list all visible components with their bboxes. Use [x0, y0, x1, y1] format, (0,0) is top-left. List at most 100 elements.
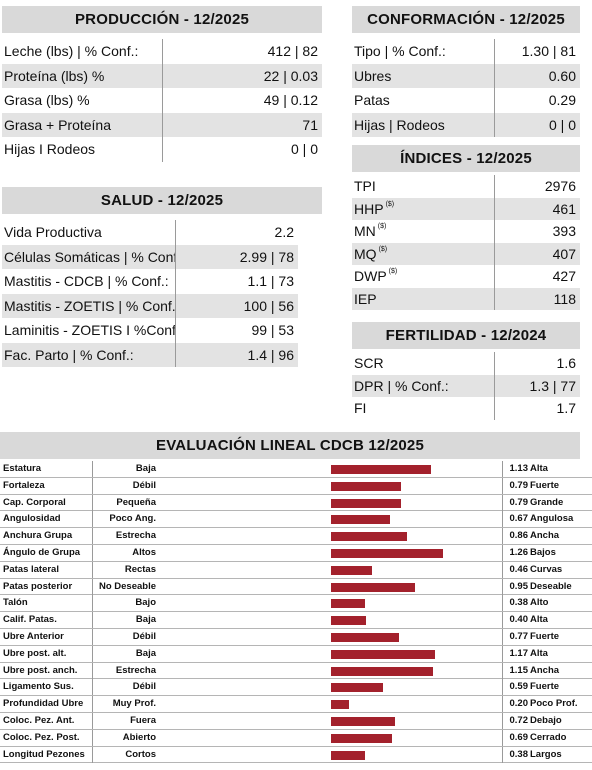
- lineal-value: 0.46: [502, 561, 529, 578]
- fertilidad-row-value: 1.6: [494, 352, 580, 375]
- lineal-trait: Patas lateral: [3, 563, 59, 575]
- lineal-low-label: Baja: [92, 461, 158, 477]
- row-label-text: DWP: [354, 268, 387, 284]
- lineal-high-label: Grande: [530, 496, 564, 508]
- lineal-bar: [331, 465, 431, 474]
- produccion-row-value: 49 | 0.12: [162, 88, 322, 113]
- lineal-bar-area: [160, 478, 502, 494]
- conformacion-row-value: 1.30 | 81: [494, 39, 580, 64]
- conformacion-rows: Tipo | % Conf.: 1.30 | 81 Ubres 0.60 Patas 0.…: [352, 39, 580, 137]
- salud-row-label: Células Somáticas | % Conf.:: [2, 244, 175, 269]
- lineal-trait: Coloc. Pez. Ant.: [3, 714, 75, 726]
- lineal-value: 0.69: [502, 729, 529, 746]
- lineal-bar-area: [160, 528, 502, 544]
- lineal-low-label: Estrecha: [92, 528, 158, 545]
- lineal-trait: Anchura Grupa: [3, 530, 73, 542]
- indices-row: MQ ($) 407: [352, 242, 580, 265]
- lineal-bar: [331, 515, 391, 525]
- lineal-bar: [331, 599, 365, 609]
- lineal-row: Patas posterior No Deseable 0.95 Deseable: [0, 578, 592, 596]
- conformacion-row: Hijas | Rodeos 0 | 0: [352, 112, 580, 137]
- salud-row-label: Mastitis - ZOETIS | % Conf.:: [2, 293, 175, 318]
- lineal-high-label: Poco Prof.: [530, 698, 578, 710]
- lineal-value: 1.15: [502, 662, 529, 679]
- produccion-row: Proteína (lbs) % 22 | 0.03: [2, 63, 322, 88]
- lineal-high-label: Largos: [530, 748, 562, 760]
- fertilidad-panel: FERTILIDAD - 12/2024 SCR 1.6 DPR | % Conf.…: [352, 322, 580, 420]
- indices-rows: TPI 2976 HHP ($) 461 MN ($) 393 MQ ($) 407 DWP ($) 42…: [352, 175, 580, 310]
- lineal-high-label: Alto: [530, 597, 549, 609]
- lineal-row: Calif. Patas. Baja 0.40 Alta: [0, 612, 592, 629]
- indices-row-value: 2976: [494, 175, 580, 198]
- lineal-bar: [331, 616, 367, 626]
- lineal-bar: [331, 548, 443, 558]
- lineal-low-label: Poco Ang.: [92, 511, 158, 528]
- lineal-bar-area: [160, 461, 502, 477]
- lineal-value: 0.86: [502, 528, 529, 545]
- indices-row-value: 427: [494, 265, 580, 288]
- conformacion-row-value: 0 | 0: [494, 112, 580, 137]
- row-label-text: Vida Productiva: [4, 224, 102, 240]
- conformacion-panel: CONFORMACIÓN - 12/2025 Tipo | % Conf.: 1.…: [352, 6, 580, 137]
- salud-row-label: Fac. Parto | % Conf.:: [2, 342, 175, 367]
- evaluacion-lineal-panel: EVALUACIÓN LINEAL CDCB 12/2025 Estatura B…: [0, 432, 592, 764]
- lineal-value: 0.38: [502, 595, 529, 612]
- lineal-high-label: Curvas: [530, 563, 563, 575]
- salud-row: Vida Productiva 2.2: [2, 220, 322, 245]
- fertilidad-row-label: FI: [352, 397, 494, 420]
- row-label-text: Células Somáticas | % Conf.:: [4, 248, 175, 265]
- lineal-bar: [331, 649, 435, 659]
- lineal-row: Ubre Anterior Débil 0.77 Fuerte: [0, 628, 592, 646]
- lineal-low-label: Baja: [92, 645, 158, 662]
- indices-row: HHP ($) 461: [352, 197, 580, 220]
- lineal-trait: Ángulo de Grupa: [3, 546, 81, 558]
- lineal-bar-area: [160, 579, 502, 595]
- indices-row-value: 407: [494, 242, 580, 265]
- lineal-row: Coloc. Pez. Ant. Fuera 0.72 Debajo: [0, 712, 592, 730]
- lineal-bar-area: [160, 663, 502, 679]
- lineal-value: 0.72: [502, 712, 529, 729]
- produccion-row-value: 0 | 0: [162, 137, 322, 162]
- row-label-text: Patas: [354, 92, 390, 108]
- row-label-text: Leche (lbs) | % Conf.:: [4, 43, 139, 59]
- fertilidad-rows: SCR 1.6 DPR | % Conf.: 1.3 | 77 FI 1.7: [352, 352, 580, 420]
- lineal-high-label: Angulosa: [530, 513, 574, 525]
- conformacion-row-label: Ubres: [352, 63, 494, 88]
- lineal-high-label: Fuerte: [530, 630, 560, 642]
- salud-row: Mastitis - CDCB | % Conf.: 1.1 | 73: [2, 269, 322, 294]
- conformacion-row: Tipo | % Conf.: 1.30 | 81: [352, 39, 580, 64]
- lineal-low-label: Cortos: [92, 746, 158, 763]
- lineal-row: Ubre post. alt. Baja 1.17 Alta: [0, 645, 592, 663]
- row-label-text: Hijas I Rodeos: [4, 141, 96, 157]
- produccion-row-label: Grasa + Proteína: [2, 112, 162, 137]
- lineal-bar: [331, 733, 393, 743]
- lineal-high-label: Deseable: [530, 580, 572, 592]
- lineal-trait: Profundidad Ubre: [3, 698, 84, 710]
- salud-row-value: 1.1 | 73: [175, 269, 298, 294]
- currency-superscript: ($): [377, 223, 387, 230]
- lineal-low-label: Pequeña: [92, 494, 158, 511]
- lineal-high-label: Bajos: [530, 546, 556, 558]
- conformacion-title: CONFORMACIÓN - 12/2025: [352, 6, 580, 33]
- lineal-low-label: Bajo: [92, 595, 158, 612]
- salud-row-label: Laminitis - ZOETIS I %Conf.:: [2, 318, 175, 343]
- lineal-row: Anchura Grupa Estrecha 0.86 Ancha: [0, 528, 592, 545]
- lineal-trait: Ligamento Sus.: [3, 681, 74, 693]
- fertilidad-row: FI 1.7: [352, 397, 580, 420]
- lineal-row: Longitud Pezones Cortos 0.38 Largos: [0, 746, 592, 764]
- lineal-row: Ligamento Sus. Débil 0.59 Fuerte: [0, 679, 592, 697]
- lineal-bar: [331, 683, 384, 693]
- indices-row: TPI 2976: [352, 175, 580, 198]
- fertilidad-row-value: 1.7: [494, 397, 580, 420]
- indices-title: ÍNDICES - 12/2025: [352, 145, 580, 172]
- lineal-high-label: Alta: [530, 647, 548, 659]
- lineal-value: 0.79: [502, 494, 529, 511]
- salud-panel: SALUD - 12/2025 Vida Productiva 2.2 Célula…: [2, 187, 322, 367]
- lineal-high-label: Cerrado: [530, 731, 567, 743]
- row-label-text: DPR | % Conf.:: [354, 377, 449, 394]
- lineal-row: Ubre post. anch. Estrecha 1.15 Ancha: [0, 662, 592, 680]
- lineal-value: 0.77: [502, 628, 529, 645]
- salud-row-value: 2.99 | 78: [175, 244, 298, 269]
- salud-row-label: Vida Productiva: [2, 220, 175, 245]
- indices-row: IEP 118: [352, 287, 580, 310]
